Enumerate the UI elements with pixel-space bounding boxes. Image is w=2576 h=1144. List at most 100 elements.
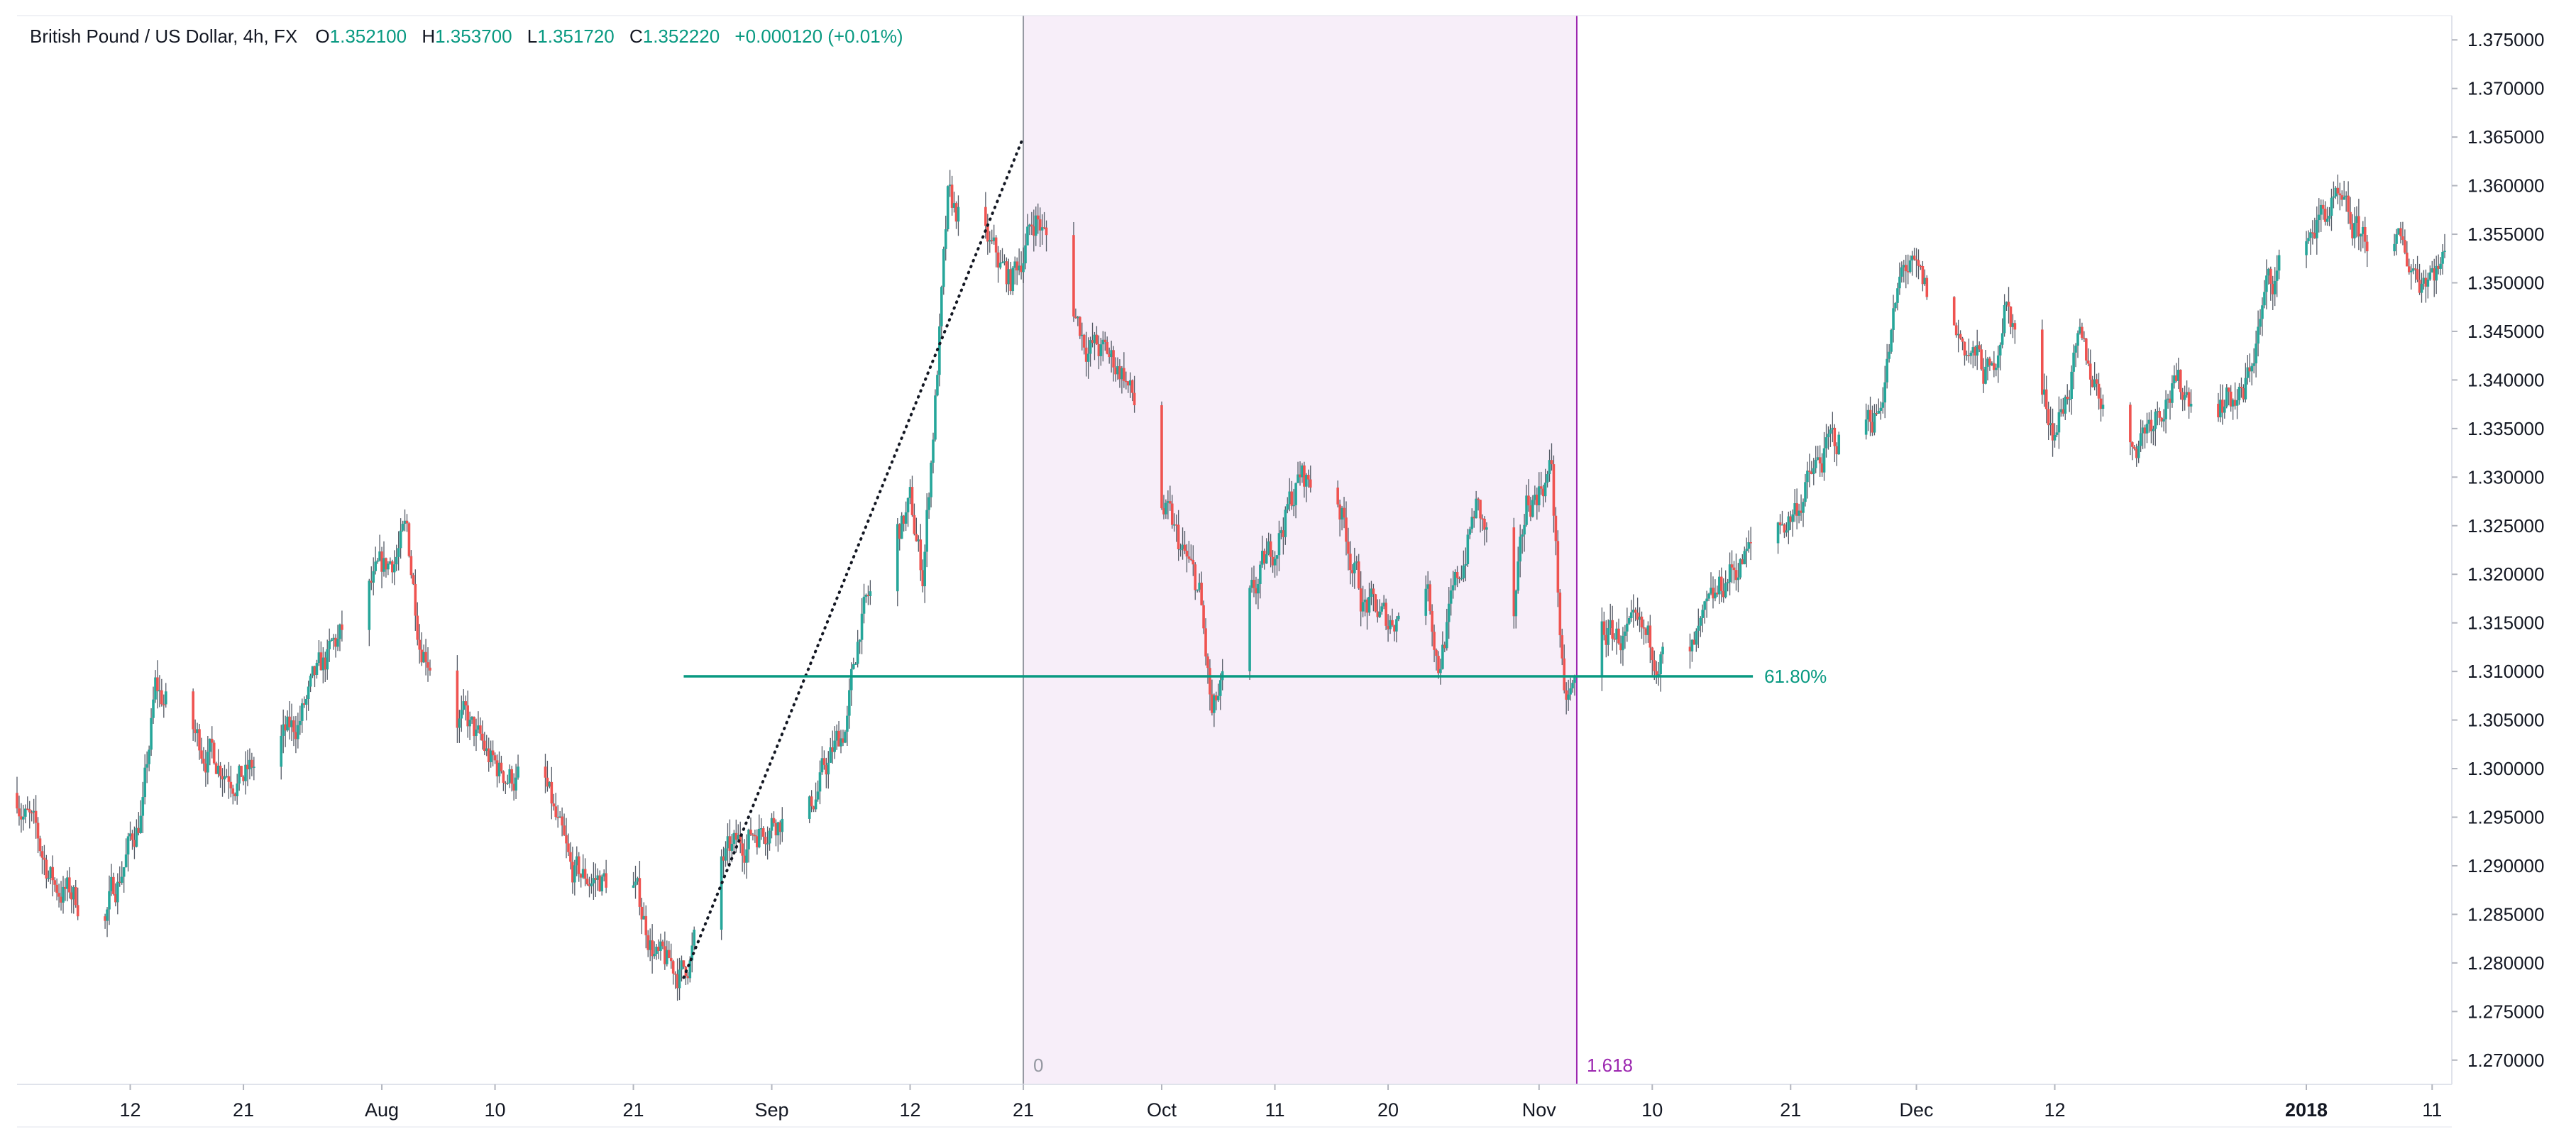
time-axis-label[interactable]: 12 [2044, 1099, 2065, 1121]
time-axis-label[interactable]: 11 [1265, 1099, 1285, 1121]
candle-body [32, 810, 35, 813]
candle-body [2363, 226, 2367, 242]
price-axis[interactable]: 1.375000 1.370000 1.365000 1.360000 1.355000… [17, 15, 2544, 1084]
price-axis-label[interactable]: 1.355000 [2467, 224, 2544, 245]
candle-body [923, 551, 926, 587]
time-axis-label[interactable]: 21 [233, 1099, 254, 1121]
candle-body [846, 715, 849, 732]
time-axis-label[interactable]: Oct [1147, 1099, 1177, 1121]
candle-body [2361, 226, 2365, 234]
candle-body [818, 772, 822, 792]
candle-body [1024, 245, 1027, 264]
time-axis-label[interactable]: 10 [485, 1099, 506, 1121]
candle-body [395, 556, 398, 565]
candle-body [2005, 302, 2008, 305]
candle-body [1697, 625, 1700, 631]
candle-body [481, 733, 484, 741]
candle-body [1703, 601, 1706, 610]
time-axis-label[interactable]: Aug [365, 1099, 399, 1121]
price-axis-label[interactable]: 1.350000 [2467, 273, 2544, 294]
candle-body [1108, 353, 1111, 358]
time-axis-label[interactable]: Dec [1900, 1099, 1934, 1121]
high-value: 1.353700 [435, 26, 512, 47]
candle-body [565, 835, 568, 844]
candle-body [1216, 695, 1220, 700]
price-axis-label[interactable]: 1.360000 [2467, 175, 2544, 197]
candle-body [869, 591, 872, 596]
candle-body [1374, 594, 1377, 612]
price-axis-label[interactable]: 1.315000 [2467, 612, 2544, 634]
candle-body [1917, 260, 1920, 266]
price-axis-label[interactable]: 1.345000 [2467, 321, 2544, 342]
candle-body [734, 832, 738, 840]
price-axis-label[interactable]: 1.340000 [2467, 369, 2544, 390]
price-axis-label[interactable]: 1.365000 [2467, 126, 2544, 148]
candle-body [2101, 405, 2105, 409]
time-axis-label[interactable]: 2018 [2285, 1099, 2328, 1121]
candle-body [1121, 368, 1123, 380]
candle-body [1626, 623, 1629, 632]
time-axis-label[interactable]: Sep [754, 1099, 788, 1121]
candle-body [761, 828, 765, 837]
price-axis-label[interactable]: 1.335000 [2467, 418, 2544, 439]
price-axis-label[interactable]: 1.310000 [2467, 661, 2544, 682]
candle-body [1005, 261, 1008, 285]
time-axis-label[interactable]: 12 [120, 1099, 141, 1121]
candle-body [194, 729, 197, 734]
candle-body [649, 940, 651, 950]
candle-body [2085, 338, 2088, 361]
price-axis-label[interactable]: 1.295000 [2467, 807, 2544, 828]
candle-body [2338, 193, 2342, 196]
candle-body [2313, 233, 2316, 238]
candle-body [1040, 227, 1044, 231]
price-axis-label[interactable]: 1.280000 [2467, 952, 2544, 974]
time-axis[interactable]: 12 21 Aug 10 21 Sep 12 21 Oct 11 20 Nov 10 21 Dec 12 201… [17, 1084, 2452, 1128]
candle-body [374, 561, 377, 571]
time-axis-label[interactable]: 12 [899, 1099, 920, 1121]
price-axis-label[interactable]: 1.285000 [2467, 903, 2544, 925]
candle-body [776, 822, 780, 836]
price-axis-label[interactable]: 1.320000 [2467, 563, 2544, 585]
time-axis-label[interactable]: 21 [1780, 1099, 1801, 1121]
candle-body [638, 878, 642, 907]
candle-body [302, 703, 306, 705]
candle-body [1336, 488, 1339, 505]
candle-body [827, 762, 830, 775]
price-axis-label[interactable]: 1.325000 [2467, 515, 2544, 537]
candle-body [1640, 616, 1644, 628]
candle-body [1785, 530, 1788, 533]
candle-body [2164, 400, 2167, 419]
price-axis-label[interactable]: 1.290000 [2467, 855, 2544, 876]
instrument-title[interactable]: British Pound / US Dollar, 4h, FX [30, 26, 298, 47]
candle-body [2189, 403, 2193, 407]
price-axis-label[interactable]: 1.275000 [2467, 1001, 2544, 1022]
time-axis-label[interactable]: 20 [1377, 1099, 1399, 1121]
candle-body [2277, 255, 2281, 271]
candle-body [332, 637, 335, 640]
price-axis-label[interactable]: 1.375000 [2467, 29, 2544, 50]
candle-body [112, 876, 115, 894]
price-axis-label[interactable]: 1.305000 [2467, 710, 2544, 731]
price-axis-label[interactable]: 1.330000 [2467, 466, 2544, 488]
candle-body [934, 395, 937, 440]
candle-body [1822, 448, 1826, 473]
candle-body [1271, 556, 1275, 566]
candle-body [2305, 241, 2308, 255]
candle-body [915, 534, 918, 541]
time-axis-label[interactable]: 11 [2422, 1099, 2442, 1121]
candle-body [2399, 228, 2402, 237]
candle-body [1167, 501, 1169, 503]
candle-body [544, 766, 547, 778]
candle-body [1481, 518, 1484, 519]
candle-body [321, 657, 325, 671]
price-axis-label[interactable]: 1.370000 [2467, 78, 2544, 99]
time-axis-label[interactable]: 10 [1641, 1099, 1663, 1121]
time-axis-label[interactable]: 21 [1013, 1099, 1034, 1121]
candle-body [1607, 627, 1610, 645]
time-axis-label[interactable]: 21 [623, 1099, 644, 1121]
price-axis-label[interactable]: 1.270000 [2467, 1050, 2544, 1071]
price-axis-label[interactable]: 1.300000 [2467, 758, 2544, 779]
candle-body [2242, 388, 2245, 400]
time-axis-label[interactable]: Nov [1522, 1099, 1557, 1121]
